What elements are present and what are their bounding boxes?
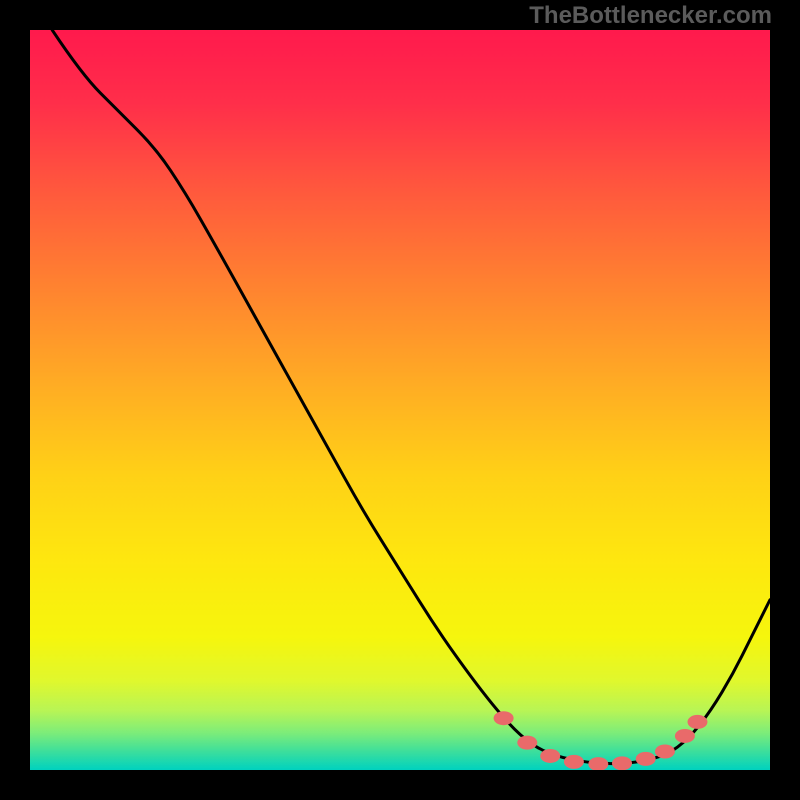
chart-root: TheBottlenecker.com — [0, 0, 800, 800]
watermark-label: TheBottlenecker.com — [529, 2, 772, 30]
gradient-plot-area — [30, 30, 770, 770]
